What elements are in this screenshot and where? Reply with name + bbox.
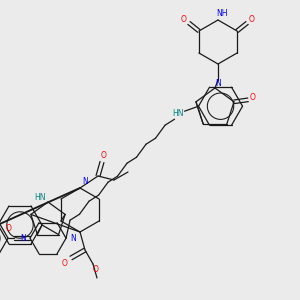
Text: N: N (70, 234, 76, 243)
Text: O: O (101, 152, 107, 160)
Text: O: O (6, 224, 12, 233)
Text: O: O (181, 16, 187, 25)
Text: N: N (20, 234, 26, 243)
Text: NH: NH (216, 10, 228, 19)
Text: O: O (250, 93, 256, 102)
Text: O: O (249, 16, 255, 25)
Text: N: N (215, 79, 221, 88)
Text: HN: HN (34, 193, 46, 202)
Text: O: O (62, 259, 68, 268)
Text: N: N (82, 178, 88, 187)
Text: O: O (93, 265, 99, 274)
Text: HN: HN (172, 109, 183, 118)
